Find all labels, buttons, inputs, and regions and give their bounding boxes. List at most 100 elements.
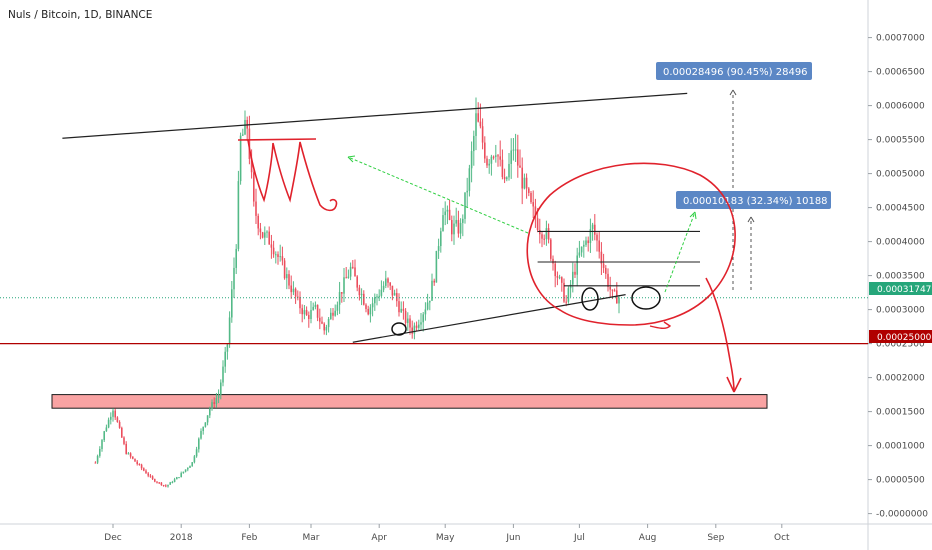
candle-body	[182, 471, 185, 474]
candle-body	[189, 465, 191, 468]
candle-body	[576, 255, 578, 275]
candle-body	[574, 271, 576, 275]
candle-body	[301, 308, 303, 315]
candle-body	[459, 222, 462, 234]
candle-body	[233, 267, 235, 290]
candle-body	[242, 134, 244, 136]
candle-body	[470, 151, 473, 169]
candle-body	[525, 177, 528, 189]
current-price-tag: 0.00031747	[877, 285, 931, 295]
candle-body	[473, 135, 475, 152]
black-circle-apr	[391, 322, 407, 336]
candle-body	[503, 176, 506, 180]
candle-body	[147, 473, 149, 476]
candle-body	[484, 142, 486, 159]
y-tick-label: 0.0005000	[876, 170, 925, 180]
candle-body	[554, 263, 556, 277]
candle-body	[96, 455, 99, 463]
candle-body	[169, 482, 171, 485]
candle-body	[616, 290, 618, 304]
candle-body	[277, 254, 279, 258]
candle-body	[475, 113, 477, 136]
candle-body	[264, 232, 266, 238]
candle-body	[466, 190, 468, 193]
candle-body	[151, 476, 154, 480]
candle-body	[572, 271, 574, 285]
black-circle-jul	[631, 286, 661, 310]
candle-body	[255, 201, 257, 216]
candle-body	[387, 278, 389, 283]
candle-body	[514, 149, 517, 151]
candle-body	[294, 288, 297, 297]
candle-body	[360, 293, 363, 296]
candle-body	[259, 228, 262, 233]
candle-body	[398, 301, 400, 313]
candle-body	[488, 163, 490, 166]
candle-body	[319, 317, 321, 322]
candle-body	[565, 301, 567, 303]
time-axis[interactable]: Dec 2018 Feb Mar Apr May Jun Jul Aug Sep Oct	[104, 524, 790, 543]
candle-body	[547, 228, 550, 240]
candle-body	[127, 453, 130, 455]
candle-body	[173, 479, 176, 482]
y-tick-label: 0.0002000	[876, 374, 925, 384]
candle-body	[158, 482, 160, 484]
candle-body	[209, 408, 211, 416]
price-axis[interactable]: -0.0000000 0.0000500 0.0001000 0.0001500 0.0…	[868, 34, 928, 520]
candle-body	[429, 300, 431, 303]
candle-body	[200, 430, 202, 439]
candle-body	[363, 293, 365, 305]
candle-body	[512, 149, 515, 151]
candle-body	[112, 410, 114, 417]
candle-body	[420, 322, 422, 325]
y-tick-label: 0.0003500	[876, 272, 925, 282]
hand-drawn-small-arrow	[649, 321, 672, 329]
candle-body	[481, 126, 484, 143]
candle-body	[352, 266, 354, 268]
candle-body	[215, 398, 218, 404]
candle-body	[444, 211, 446, 216]
candle-body	[176, 477, 178, 480]
candle-body	[426, 302, 429, 310]
candle-body	[193, 456, 196, 463]
y-tick-label: 0.0001000	[876, 442, 925, 452]
green-dotted-arrow-up	[664, 211, 696, 293]
candle-body	[184, 469, 187, 472]
y-tick-label: 0.0000500	[876, 476, 925, 486]
candle-body	[303, 310, 306, 315]
y-tick-label: 0.0006500	[876, 68, 925, 78]
resistance-trendline[interactable]	[62, 92, 688, 139]
candle-body	[495, 155, 497, 157]
hand-drawn-arrowhead	[726, 376, 742, 393]
candle-body	[501, 159, 504, 177]
candle-body	[143, 468, 145, 471]
candle-body	[250, 158, 253, 173]
candle-body	[235, 248, 237, 268]
candle-body	[180, 473, 182, 478]
x-tick-label: Oct	[774, 533, 790, 543]
hand-drawn-arrow	[705, 277, 735, 393]
y-tick-label: -0.0000000	[876, 510, 928, 520]
candle-body	[123, 437, 125, 444]
x-tick-label: Apr	[371, 533, 387, 543]
support-zone-box[interactable]	[51, 394, 768, 409]
candle-body	[103, 431, 105, 441]
candle-body	[389, 282, 391, 286]
candle-body	[435, 250, 438, 283]
candle-body	[167, 484, 169, 487]
candle-body	[171, 481, 174, 483]
candle-body	[446, 209, 449, 212]
candle-body	[607, 273, 609, 287]
measure-label-small-bg	[676, 191, 831, 209]
candle-body	[211, 402, 213, 409]
candle-body	[345, 277, 347, 279]
candle-body	[330, 312, 332, 319]
candle-body	[204, 422, 207, 427]
hand-drawn-circle	[526, 162, 736, 326]
candle-body	[356, 276, 358, 288]
candle-body	[479, 121, 482, 127]
candle-body	[114, 410, 116, 418]
candle-body	[116, 417, 119, 422]
candle-body	[305, 310, 308, 316]
